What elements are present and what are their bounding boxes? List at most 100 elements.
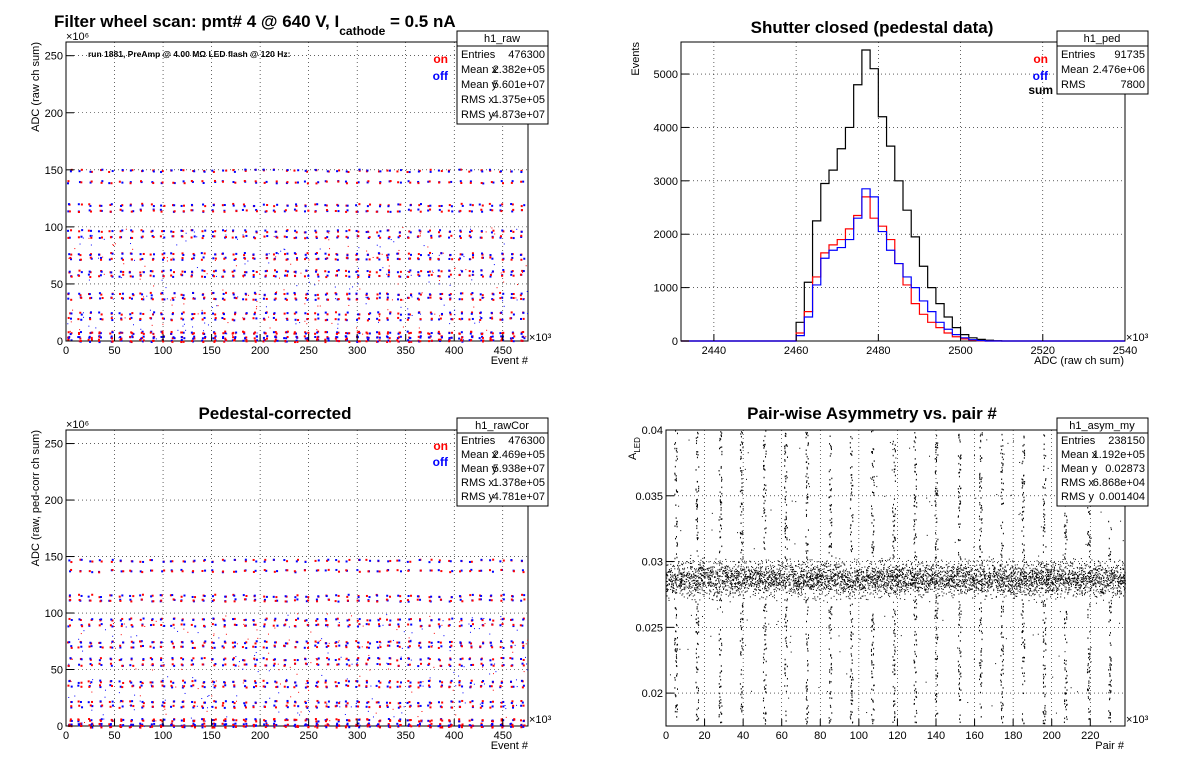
data-point xyxy=(850,578,852,580)
x-tick-label: 2440 xyxy=(702,345,726,357)
data-point xyxy=(328,598,331,601)
data-point xyxy=(368,719,371,722)
data-point xyxy=(376,231,379,234)
data-point xyxy=(304,686,307,689)
data-point xyxy=(91,560,94,563)
data-point xyxy=(478,628,480,630)
data-point xyxy=(429,615,431,617)
data-point xyxy=(523,204,526,207)
data-point xyxy=(894,593,896,595)
data-point xyxy=(203,558,206,561)
data-point xyxy=(139,209,142,212)
data-point xyxy=(274,599,277,602)
data-point xyxy=(522,311,525,314)
data-point xyxy=(335,559,338,562)
data-point xyxy=(886,583,888,585)
data-point xyxy=(691,574,693,576)
data-point xyxy=(749,578,751,580)
data-point xyxy=(491,700,494,703)
data-point xyxy=(713,583,715,585)
data-point xyxy=(387,273,390,276)
data-point xyxy=(213,331,216,334)
data-point xyxy=(996,571,998,573)
data-point xyxy=(489,336,492,339)
data-point xyxy=(315,722,318,725)
data-point xyxy=(765,569,767,571)
data-point xyxy=(882,559,884,561)
data-point xyxy=(193,724,196,727)
data-point xyxy=(449,273,452,276)
data-point xyxy=(1030,575,1032,577)
data-point xyxy=(855,578,857,580)
data-point xyxy=(79,331,82,334)
data-point xyxy=(502,300,504,302)
data-point xyxy=(397,298,400,301)
data-point xyxy=(715,570,717,572)
data-point xyxy=(407,595,410,598)
data-point xyxy=(315,235,318,238)
data-point xyxy=(1049,576,1051,578)
data-point xyxy=(381,253,383,255)
data-point xyxy=(211,695,213,697)
data-point xyxy=(67,339,70,342)
data-point xyxy=(274,297,277,300)
data-point xyxy=(469,594,472,597)
data-point xyxy=(163,569,166,572)
data-point xyxy=(409,724,412,727)
data-point xyxy=(388,681,391,684)
data-point xyxy=(286,686,289,689)
data-point xyxy=(496,287,498,289)
data-point xyxy=(243,623,245,625)
data-point xyxy=(355,204,358,207)
data-point xyxy=(224,256,227,259)
data-point xyxy=(1064,567,1066,569)
data-point xyxy=(243,252,246,255)
data-point xyxy=(315,705,318,708)
data-point xyxy=(500,335,503,338)
data-point xyxy=(81,625,84,628)
data-point xyxy=(171,642,174,645)
data-point xyxy=(223,559,226,562)
data-point xyxy=(287,614,289,616)
data-point xyxy=(488,599,491,602)
data-point xyxy=(326,559,329,562)
data-point xyxy=(286,169,289,172)
data-point xyxy=(294,646,297,649)
data-point xyxy=(893,591,895,593)
panel-raw-y-label: ADC (raw ch sum) xyxy=(30,42,42,132)
data-point xyxy=(236,695,238,697)
data-point xyxy=(502,559,505,562)
panel-pedestal-legend-off: off xyxy=(1033,69,1049,83)
data-point xyxy=(500,681,503,684)
data-point xyxy=(500,640,503,643)
data-point xyxy=(327,298,330,301)
data-point xyxy=(253,257,256,260)
data-point xyxy=(752,594,754,596)
data-point xyxy=(67,316,70,319)
data-point xyxy=(899,598,901,600)
data-point xyxy=(355,640,358,643)
data-point xyxy=(111,568,114,571)
data-point xyxy=(368,596,371,599)
data-point xyxy=(256,339,259,342)
data-point xyxy=(276,339,279,342)
data-point xyxy=(357,267,359,269)
data-point xyxy=(151,235,154,238)
data-point xyxy=(472,270,475,273)
data-point xyxy=(300,272,302,274)
data-point xyxy=(437,338,440,341)
data-point xyxy=(511,641,514,644)
data-point xyxy=(490,331,493,334)
data-point xyxy=(324,341,327,344)
data-point xyxy=(483,683,485,685)
data-point xyxy=(461,336,464,339)
data-point xyxy=(1025,572,1027,574)
data-point xyxy=(335,332,338,335)
data-point xyxy=(318,640,320,642)
data-point xyxy=(359,288,361,290)
data-point xyxy=(173,700,176,703)
data-point xyxy=(790,589,792,591)
data-point xyxy=(337,600,340,603)
data-point xyxy=(512,332,515,335)
